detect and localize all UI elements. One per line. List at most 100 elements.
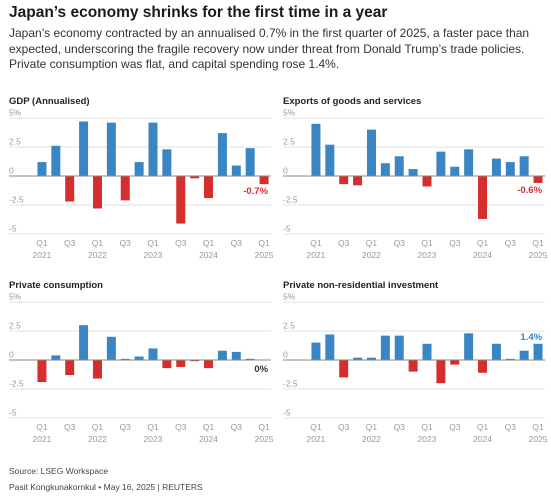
bar [422,343,432,360]
bar [245,358,255,360]
x-tick-label: Q3 [231,422,243,432]
chart-title: Private consumption [9,280,103,291]
x-year-label: 2023 [144,250,163,260]
bar [491,158,501,176]
bar [148,348,158,360]
x-tick-label: Q1 [477,238,489,248]
page-subtitle: Japan’s economy contracted by an annuali… [9,26,530,71]
bar [51,145,61,176]
x-year-label: 2021 [32,434,51,444]
source-note: Source: LSEG Workspace [9,466,109,476]
bar [325,334,335,360]
bar [79,121,89,176]
value-annotation: 0% [254,364,268,375]
y-tick-label: 0 [283,350,288,360]
y-tick-label: 0 [9,350,14,360]
y-tick-label: -2.5 [283,379,298,389]
x-year-label: 2025 [255,250,274,260]
x-tick-label: Q1 [258,422,270,432]
y-tick-label: -2.5 [9,195,24,205]
bar [422,176,432,187]
x-tick-label: Q3 [231,238,243,248]
x-year-label: 2025 [529,250,548,260]
y-tick-label: 2.5 [9,321,21,331]
gdp-bar-chart: 5% 2.5 0 -2.5 -5 Q1 2021 Q3 Q1 2022 Q3 Q1 2023 Q3 Q1 20… [9,108,274,260]
investment-chart-panel: Private non-residential investment 5% 2.5… [283,280,551,460]
bar [106,122,116,176]
bar [366,357,376,360]
y-tick-label: -2.5 [9,379,24,389]
x-tick-label: Q1 [147,238,159,248]
y-tick-label: 2.5 [9,137,21,147]
x-tick-label: Q1 [421,238,433,248]
bar [217,350,227,360]
x-year-label: 2025 [255,434,274,444]
bar [106,336,116,360]
x-tick-label: Q3 [338,238,350,248]
bar [176,360,186,367]
bar [380,163,390,176]
x-year-label: 2024 [473,250,492,260]
x-tick-label: Q3 [120,238,132,248]
x-year-label: 2024 [199,250,218,260]
bar [231,165,241,176]
bar [464,333,474,360]
y-tick-label: -2.5 [283,195,298,205]
exports-chart-panel: Exports of goods and services 5% 2.5 0 -2.5… [283,96,551,276]
x-year-label: 2022 [88,434,107,444]
bar [353,176,363,186]
bar [519,350,529,360]
y-tick-label: 0 [283,166,288,176]
x-tick-label: Q1 [203,238,215,248]
bar [311,123,321,176]
bar [408,169,418,176]
byline: Pasit Kongkunakornkul • May 16, 2025 | R… [9,482,203,492]
page-title: Japan’s economy shrinks for the first ti… [9,4,388,21]
bar [464,149,474,176]
x-tick-label: Q1 [366,238,378,248]
x-tick-label: Q3 [505,422,517,432]
bar [245,148,255,176]
bar [450,360,460,365]
bar [231,351,241,360]
bar [394,335,404,360]
bar [92,176,102,209]
bar [217,133,227,176]
chart-title: GDP (Annualised) [9,96,90,107]
x-year-label: 2022 [362,250,381,260]
x-tick-label: Q3 [394,238,406,248]
bar [450,166,460,176]
x-year-label: 2023 [418,250,437,260]
x-year-label: 2024 [473,434,492,444]
y-tick-label: -5 [9,224,17,234]
consumption-chart-panel: Private consumption 5% 2.5 0 -2.5 -5 Q1 2021 Q3… [9,280,279,460]
x-tick-label: Q1 [310,238,322,248]
bar [92,360,102,379]
y-tick-label: 5% [9,292,22,302]
bar [505,162,515,176]
x-tick-label: Q1 [258,238,270,248]
bar [204,360,214,369]
y-tick-label: 0 [9,166,14,176]
x-tick-label: Q3 [64,238,76,248]
x-year-label: 2022 [362,434,381,444]
bar [380,335,390,360]
bar [339,360,349,378]
x-year-label: 2023 [418,434,437,444]
x-tick-label: Q1 [36,422,48,432]
y-tick-label: -5 [283,224,291,234]
x-tick-label: Q1 [92,422,104,432]
bar [134,162,144,176]
x-tick-label: Q1 [310,422,322,432]
bar [478,176,488,219]
x-tick-label: Q3 [394,422,406,432]
value-annotation: -0.7% [243,186,268,197]
x-tick-label: Q1 [532,238,544,248]
bar [190,360,200,362]
x-year-label: 2023 [144,434,163,444]
x-tick-label: Q3 [175,422,187,432]
bar [51,355,61,360]
bar [366,129,376,176]
bar [37,360,47,383]
bar [533,343,543,360]
